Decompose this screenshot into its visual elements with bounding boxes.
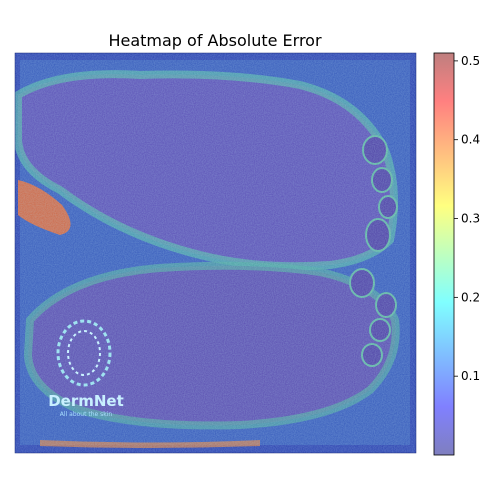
colorbar-tick-label: 0.4 [461,133,480,147]
colorbar-ticks: 0.1 0.2 0.3 0.4 0.5 [454,54,480,383]
colorbar-tick-label: 0.1 [461,369,480,383]
watermark-logo: DermNet All about the skin [48,319,124,418]
heatmap-noise [15,53,416,453]
watermark-subtext: All about the skin [60,411,113,418]
heatmap-image: DermNet All about the skin [15,53,416,453]
colorbar: 0.1 0.2 0.3 0.4 0.5 [433,52,480,456]
watermark-text: DermNet [48,392,124,410]
colorbar-frame [433,52,455,456]
colorbar-tick-label: 0.3 [461,212,480,226]
chart-title: Heatmap of Absolute Error [108,31,322,50]
heatmap-frame [14,52,417,454]
colorbar-tick-label: 0.5 [461,54,480,68]
colorbar-tick-label: 0.2 [461,290,480,304]
colorbar-fill [434,53,454,455]
